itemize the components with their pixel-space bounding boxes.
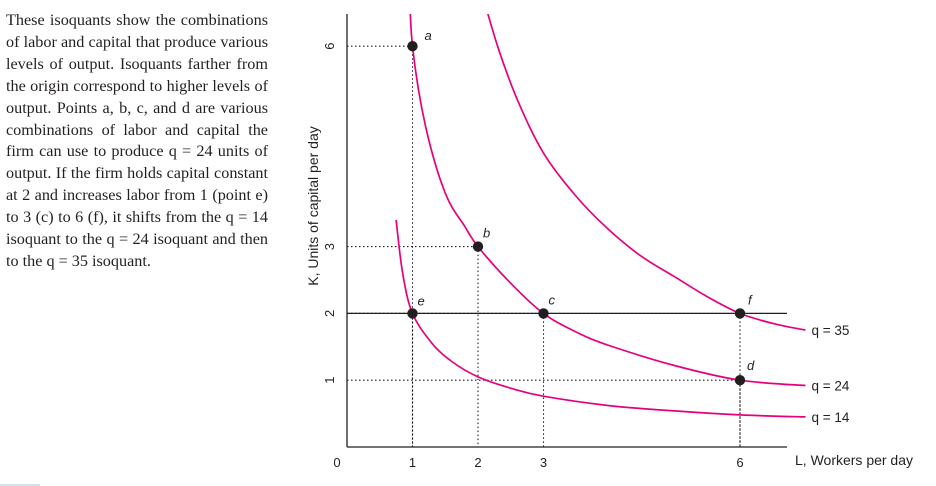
y-tick-label: 3 — [322, 243, 337, 250]
x-axis-label: L, Workers per day — [795, 452, 913, 468]
y-tick-label: 6 — [322, 43, 337, 50]
isoquant-35 — [487, 14, 806, 331]
isoquant-label: q = 14 — [812, 410, 850, 425]
origin-label: 0 — [333, 455, 340, 470]
x-tick-label: 1 — [409, 455, 416, 470]
point-f — [734, 308, 746, 319]
accent-rule — [0, 484, 40, 486]
curves — [395, 14, 806, 418]
point-label-a: a — [425, 28, 432, 43]
curve-labels: q = 14 q = 24 q = 35 — [812, 323, 850, 425]
point-e — [407, 308, 418, 319]
point-a — [407, 41, 418, 52]
isoquant-24 — [409, 14, 806, 387]
point-label-e: e — [418, 293, 425, 308]
y-axis-label: K, Units of capital per day — [305, 126, 321, 286]
point-b — [472, 241, 484, 252]
tick-labels: 1 2 3 6 1 2 3 6 — [322, 43, 744, 470]
figure-caption: These isoquants show the combinations of… — [6, 11, 268, 270]
guide-lines — [347, 45, 741, 447]
x-tick-label: 6 — [736, 455, 743, 470]
point-label-f: f — [748, 292, 753, 307]
data-points: a b c d e f — [407, 28, 755, 386]
y-tick-label: 2 — [322, 310, 337, 317]
point-label-d: d — [747, 358, 755, 373]
axes — [346, 14, 787, 448]
x-tick-label: 3 — [540, 455, 547, 470]
isoquant-label: q = 35 — [812, 323, 850, 338]
point-c — [538, 308, 549, 319]
point-d — [734, 375, 746, 386]
point-label-b: b — [483, 226, 490, 241]
x-tick-label: 2 — [474, 455, 481, 470]
isoquant-14 — [395, 219, 806, 418]
point-label-c: c — [549, 292, 556, 307]
isoquant-label: q = 24 — [812, 379, 850, 394]
y-tick-label: 1 — [322, 377, 337, 384]
